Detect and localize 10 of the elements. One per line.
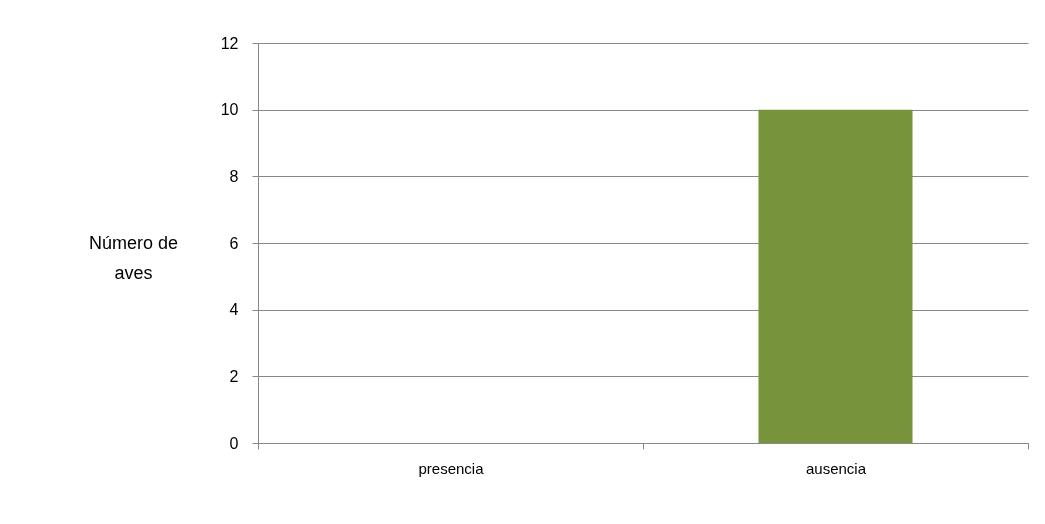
x-tick-label: ausencia <box>805 459 867 477</box>
y-tick-label: 0 <box>229 434 239 452</box>
y-tick-label: 6 <box>229 234 239 252</box>
x-tick-label: presencia <box>418 459 485 477</box>
y-tick-label: 12 <box>220 34 239 52</box>
y-tick-label: 8 <box>229 167 239 185</box>
y-tick-label: 10 <box>220 101 239 119</box>
y-axis-title: Número de aves <box>88 232 179 283</box>
y-tick-label: 4 <box>229 301 239 319</box>
y-tick-label: 2 <box>229 367 239 385</box>
